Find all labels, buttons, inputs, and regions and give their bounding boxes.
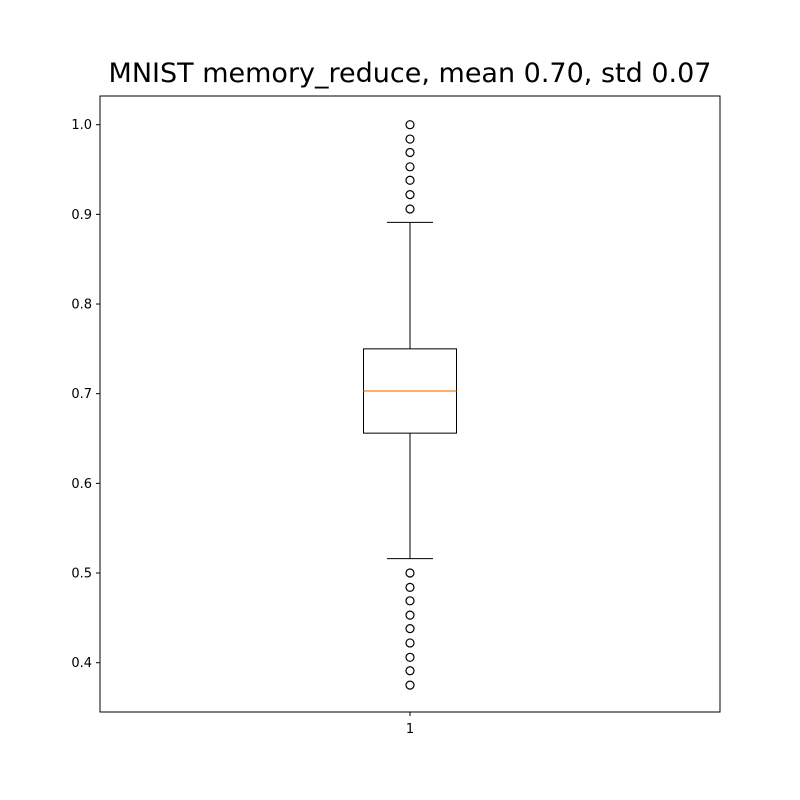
- outlier-point: [405, 147, 415, 158]
- outlier-point: [405, 624, 415, 634]
- outlier-point: [405, 204, 415, 214]
- outlier-point: [405, 190, 415, 200]
- outlier-point: [405, 568, 415, 578]
- outlier-point: [405, 134, 415, 144]
- y-tick-label: 0.9: [71, 208, 92, 223]
- outlier-group: [405, 120, 415, 690]
- y-axis: 0.4 0.5 0.6 0.7 0.8 0.9 1.0: [71, 118, 100, 671]
- x-axis: 1: [406, 712, 414, 737]
- outlier-point: [405, 610, 415, 620]
- outlier-point: [405, 175, 415, 185]
- outlier-point: [405, 120, 415, 130]
- outlier-point: [405, 680, 415, 690]
- outlier-point: [405, 652, 415, 662]
- x-tick-label: 1: [406, 722, 414, 737]
- outlier-point: [405, 638, 415, 648]
- y-tick-label: 1.0: [71, 118, 92, 133]
- y-tick-label: 0.4: [71, 656, 92, 671]
- outlier-point: [405, 582, 415, 592]
- y-tick-label: 0.6: [71, 477, 92, 492]
- box-group: [363, 221, 457, 560]
- y-tick-label: 0.8: [71, 298, 92, 313]
- outlier-point: [405, 162, 415, 172]
- outlier-point: [405, 596, 415, 606]
- outlier-point: [405, 666, 415, 676]
- y-tick-label: 0.5: [71, 567, 92, 582]
- chart-title: MNIST memory_reduce, mean 0.70, std 0.07: [108, 58, 712, 89]
- y-tick-label: 0.7: [71, 387, 92, 402]
